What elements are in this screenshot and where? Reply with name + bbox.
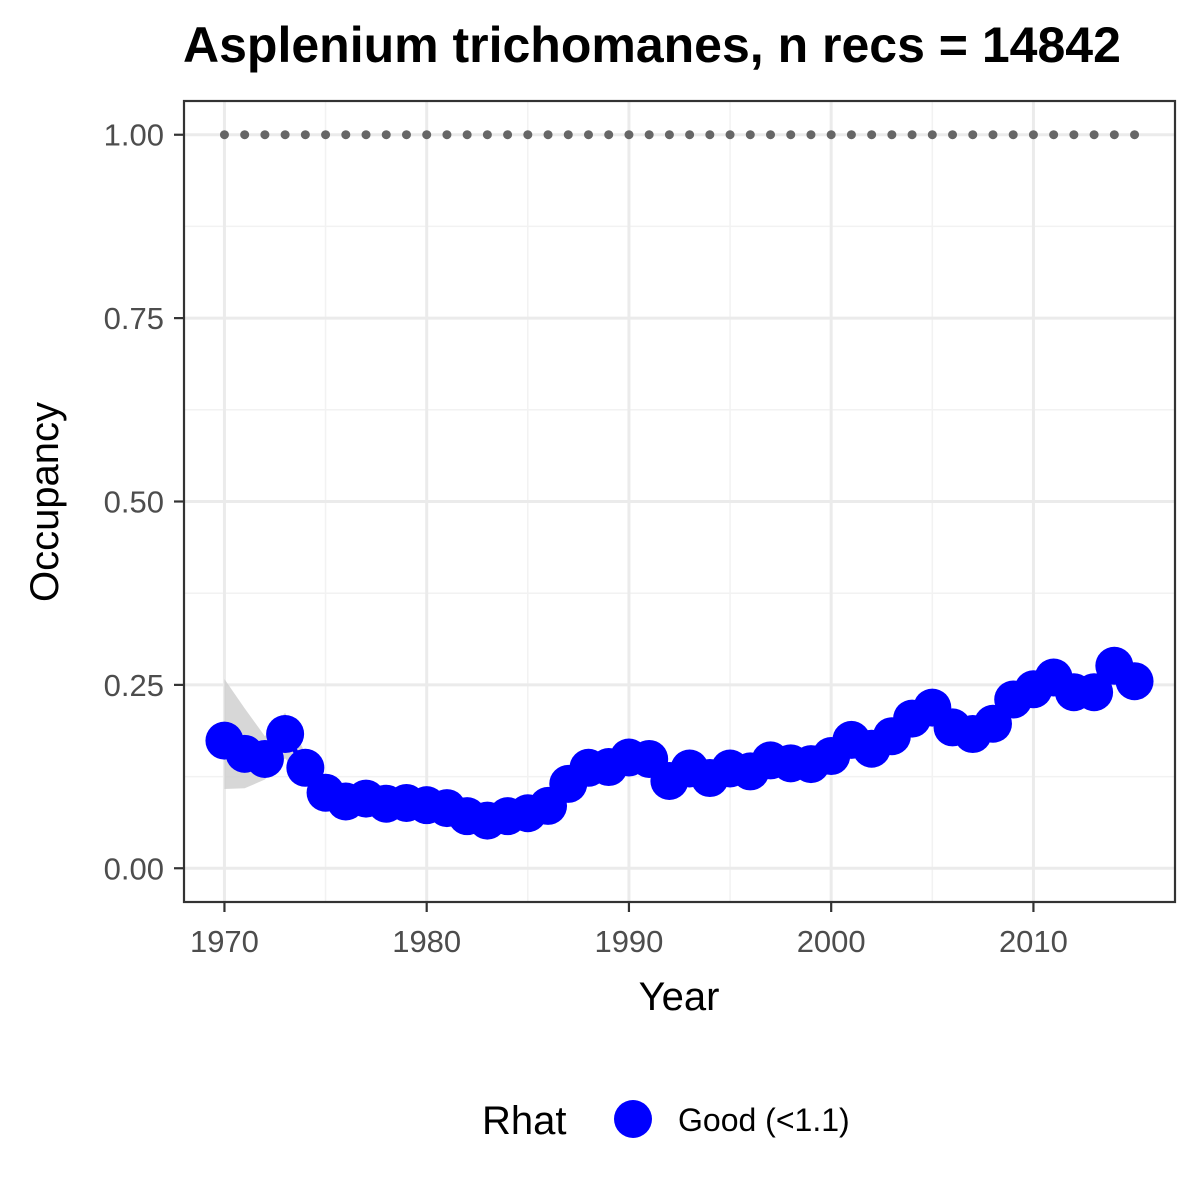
reference-dot [604,130,614,140]
reference-dot [745,130,755,140]
reference-dot [806,130,816,140]
reference-dot [685,130,695,140]
reference-dot [1049,130,1059,140]
x-tick-label-2000: 2000 [797,924,866,959]
reference-dot [240,130,250,140]
reference-dot [381,130,391,140]
legend-title: Rhat [482,1099,567,1143]
point-2013 [1075,673,1114,712]
reference-dot [341,130,351,140]
reference-dot [1069,130,1079,140]
reference-dot [948,130,958,140]
reference-dot [988,130,998,140]
legend-label-good: Good (<1.1) [678,1102,850,1138]
y-axis-ticks: 0.00 0.25 0.50 0.75 1.00 [104,118,184,886]
point-1973 [266,715,305,754]
reference-dot [462,130,472,140]
reference-dot [846,130,856,140]
reference-dot [321,130,331,140]
legend-key-good [614,1100,652,1138]
reference-dot [1130,130,1140,140]
x-tick-label-1970: 1970 [190,924,259,959]
y-tick-label-1.00: 1.00 [104,118,164,153]
reference-dot [1089,130,1099,140]
reference-dot [401,130,411,140]
y-tick-label-0.75: 0.75 [104,301,164,336]
reference-dot [563,130,573,140]
reference-dot [766,130,776,140]
y-tick-label-0.00: 0.00 [104,851,164,886]
reference-dot [867,130,877,140]
reference-dot [219,130,229,140]
y-tick-label-0.25: 0.25 [104,668,164,703]
reference-dot [624,130,634,140]
reference-dot [644,130,654,140]
reference-dot [725,130,735,140]
reference-dot [887,130,897,140]
reference-line [219,130,1140,140]
reference-dot [442,130,452,140]
y-tick-label-0.50: 0.50 [104,485,164,520]
reference-dot [927,130,937,140]
reference-dot [361,130,371,140]
reference-dot [543,130,553,140]
reference-dot [503,130,513,140]
y-axis-title: Occupancy [23,402,67,602]
reference-dot [280,130,290,140]
legend: Rhat Good (<1.1) [482,1099,850,1143]
reference-dot [422,130,432,140]
reference-dot [907,130,917,140]
reference-dot [786,130,796,140]
reference-dot [664,130,674,140]
reference-dot [1028,130,1038,140]
reference-dot [826,130,836,140]
x-tick-label-2010: 2010 [999,924,1068,959]
reference-dot [300,130,310,140]
reference-dot [705,130,715,140]
reference-dot [482,130,492,140]
reference-dot [583,130,593,140]
x-axis-title: Year [639,975,720,1019]
reference-dot [523,130,533,140]
x-axis-ticks: 1970 1980 1990 2000 2010 [190,902,1068,959]
reference-dot [260,130,270,140]
point-2015 [1115,662,1154,701]
reference-dot [1109,130,1119,140]
reference-dot [1008,130,1018,140]
series-points [205,646,1154,840]
x-tick-label-1990: 1990 [594,924,663,959]
x-tick-label-1980: 1980 [392,924,461,959]
reference-dot [968,130,978,140]
chart-title: Asplenium trichomanes, n recs = 14842 [183,17,1121,73]
